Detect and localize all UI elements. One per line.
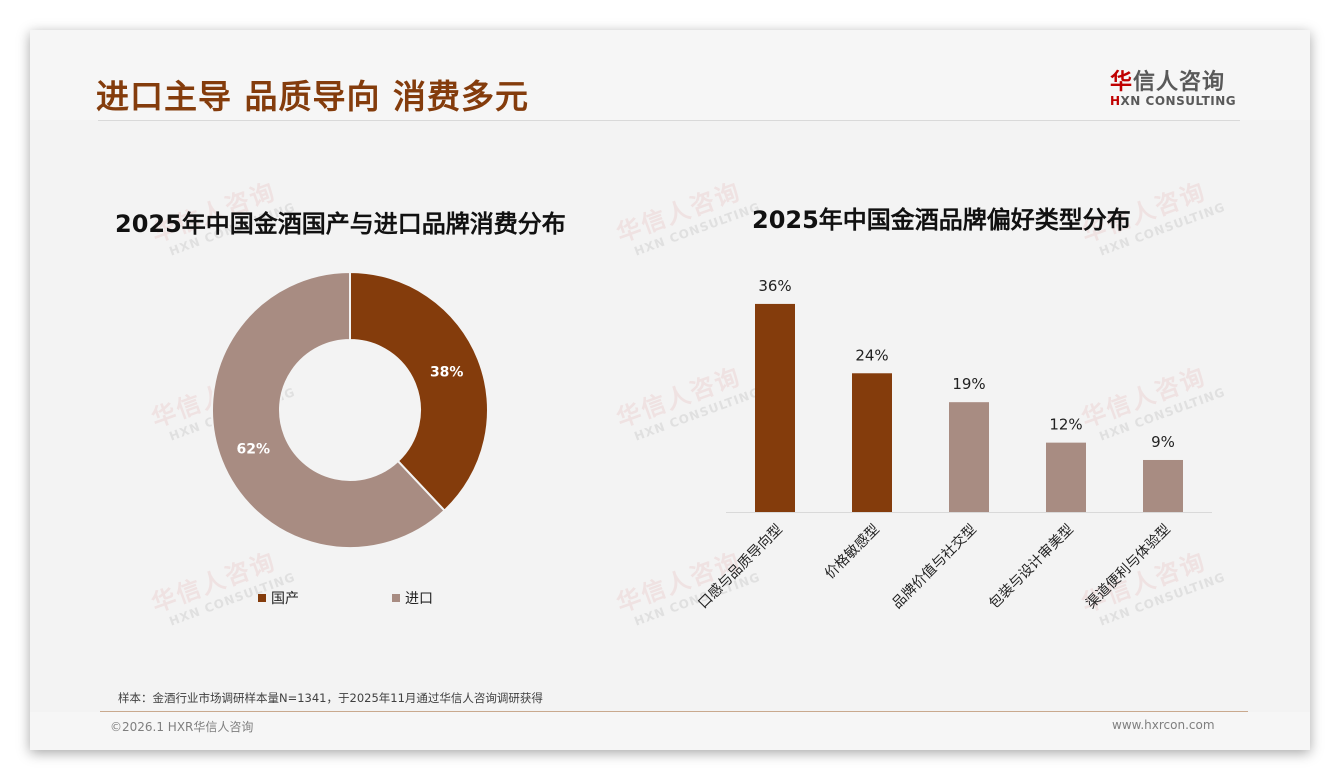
header-band [30, 30, 1310, 120]
bar [1143, 459, 1183, 512]
bar-data-label: 9% [1151, 433, 1175, 451]
x-axis-tick-label: 包装与设计审美型 [986, 522, 1077, 613]
donut-slice-imported [211, 270, 446, 549]
logo-cn-rest: 信人咨询 [1133, 70, 1226, 95]
donut-slice-domestic [349, 270, 489, 513]
bar-chart: 36% 口感与品质导向型 24% 价格敏感型 19% 品牌价值与社交型 12% 包装与设计审美… [695, 277, 1212, 613]
bar [755, 303, 795, 512]
donut-data-label: 62% [237, 441, 271, 457]
logo-cn: 华信人咨询 [1110, 64, 1250, 96]
logo-en-rest: XN CONSULTING [1120, 94, 1237, 108]
copyright: ©2026.1 HXR华信人咨询 [110, 720, 254, 734]
donut-chart-title: 2025年中国金酒国产与进口品牌消费分布 [115, 210, 566, 238]
donut-data-label: 38% [430, 365, 464, 381]
donut-chart: 38% 62% [211, 270, 489, 549]
legend-item-domestic: 国产 [258, 588, 299, 608]
x-axis-tick-label: 价格敏感型 [821, 521, 883, 583]
website-link[interactable]: www.hxrcon.com [1112, 718, 1215, 732]
footer-band [30, 712, 1310, 750]
footer-divider [100, 711, 1248, 712]
logo-en-accent: H [1110, 94, 1121, 108]
brand-logo: 华信人咨询 HXN CONSULTING [1110, 64, 1250, 108]
title-divider [98, 120, 1240, 121]
legend-swatch-icon [392, 594, 400, 602]
bar [852, 373, 892, 512]
slide: 进口主导 品质导向 消费多元 华信人咨询 HXN CONSULTING 华信人咨… [30, 30, 1310, 750]
logo-en: HXN CONSULTING [1110, 94, 1250, 108]
bar [1046, 442, 1086, 512]
legend-item-imported: 进口 [392, 588, 433, 608]
legend-label: 国产 [271, 591, 299, 607]
bar-chart-title: 2025年中国金酒品牌偏好类型分布 [752, 206, 1131, 234]
sample-note: 样本：金酒行业市场调研样本量N=1341，于2025年11月通过华信人咨询调研获… [118, 691, 543, 705]
logo-cn-accent: 华 [1110, 70, 1134, 95]
legend-swatch-icon [258, 594, 266, 602]
bar-data-label: 19% [952, 375, 985, 393]
x-axis-tick-label: 口感与品质导向型 [695, 521, 786, 612]
page-title: 进口主导 品质导向 消费多元 [96, 77, 529, 116]
x-axis-tick-label: 品牌价值与社交型 [889, 521, 980, 612]
legend-label: 进口 [405, 591, 433, 607]
x-axis-tick-label: 渠道便利与体验型 [1083, 522, 1174, 613]
bar-data-label: 36% [758, 277, 791, 295]
bar [949, 402, 989, 512]
bar-data-label: 12% [1049, 416, 1082, 434]
bar-data-label: 24% [855, 346, 888, 364]
